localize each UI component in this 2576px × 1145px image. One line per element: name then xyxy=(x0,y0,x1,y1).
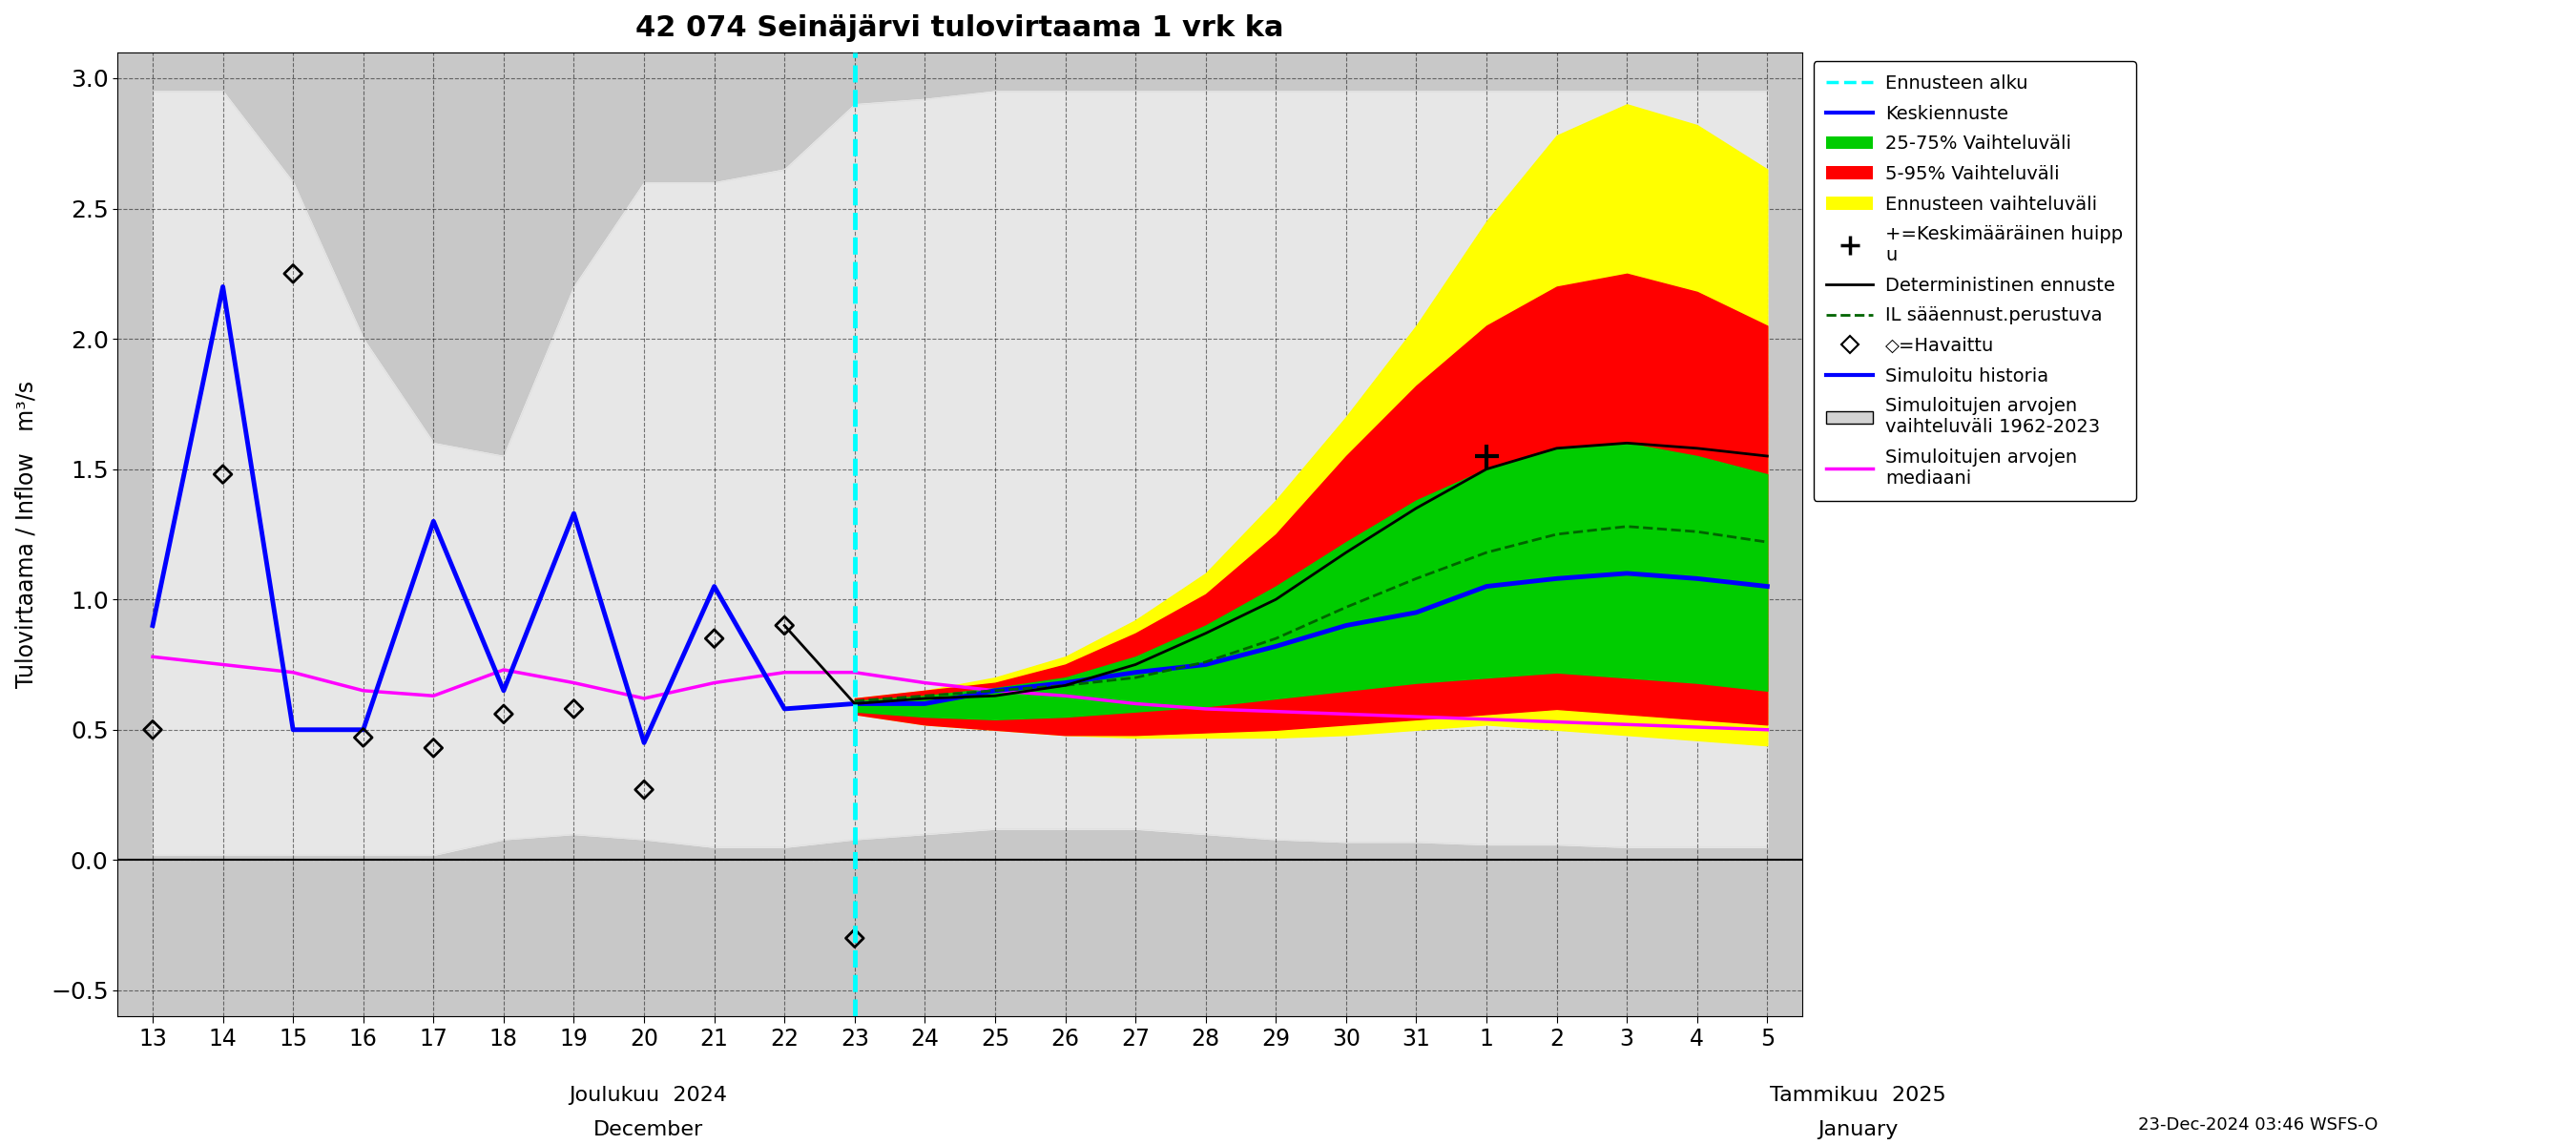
Legend: Ennusteen alku, Keskiennuste, 25-75% Vaihteluväli, 5-95% Vaihteluväli, Ennusteen: Ennusteen alku, Keskiennuste, 25-75% Vai… xyxy=(1814,62,2136,500)
Point xyxy=(623,781,665,799)
Point xyxy=(412,739,453,757)
Point xyxy=(484,705,526,724)
Text: Tammikuu  2025: Tammikuu 2025 xyxy=(1770,1085,1945,1105)
Point xyxy=(273,264,314,283)
Point xyxy=(204,465,245,483)
Point xyxy=(693,630,734,648)
Point xyxy=(554,700,595,718)
Text: Joulukuu  2024: Joulukuu 2024 xyxy=(569,1085,726,1105)
Title: 42 074 Seinäjärvi tulovirtaama 1 vrk ka: 42 074 Seinäjärvi tulovirtaama 1 vrk ka xyxy=(636,14,1283,42)
Text: December: December xyxy=(592,1120,703,1139)
Point xyxy=(835,929,876,947)
Text: 23-Dec-2024 03:46 WSFS-O: 23-Dec-2024 03:46 WSFS-O xyxy=(2138,1116,2378,1134)
Text: January: January xyxy=(1819,1120,1899,1139)
Point xyxy=(343,728,384,747)
Y-axis label: Tulovirtaama / Inflow   m³/s: Tulovirtaama / Inflow m³/s xyxy=(15,380,36,688)
Point xyxy=(765,616,806,634)
Point xyxy=(131,720,173,739)
